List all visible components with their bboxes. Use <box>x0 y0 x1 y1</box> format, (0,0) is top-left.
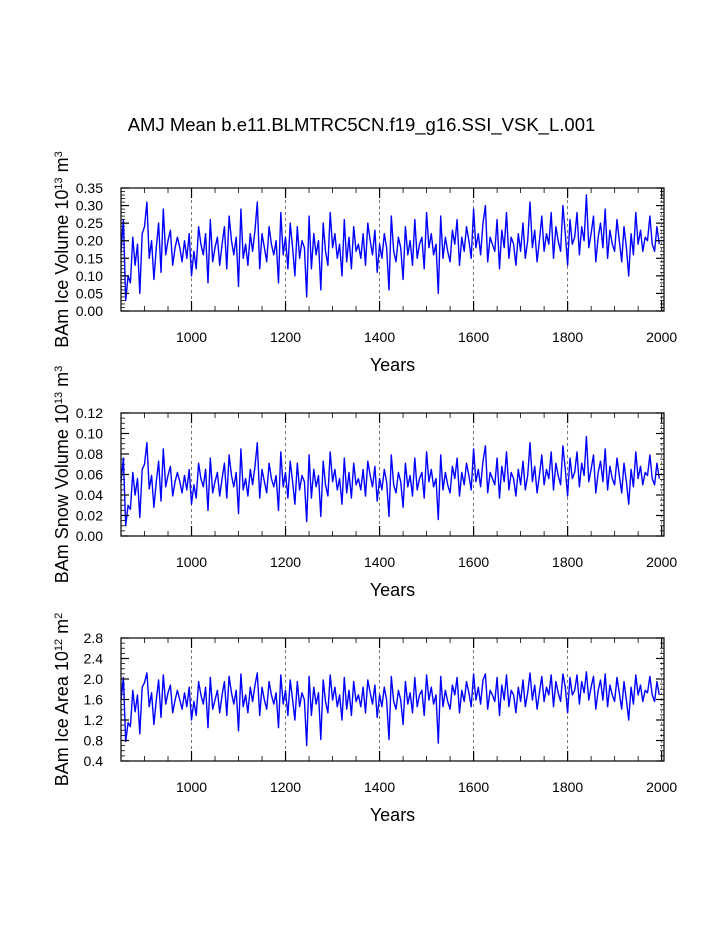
x-tick-label: 1400 <box>364 329 395 345</box>
y-tick-label: 0.08 <box>76 446 103 462</box>
x-tick-label: 1000 <box>176 779 207 795</box>
x-tick-label: 1800 <box>552 554 583 570</box>
y-axis-label-text: m <box>52 372 72 392</box>
x-tick-label: 2000 <box>646 329 677 345</box>
y-tick-label: 0.35 <box>76 180 103 196</box>
y-tick-label: 1.6 <box>84 692 104 708</box>
x-tick-label: 1600 <box>458 329 489 345</box>
x-tick-label: 1800 <box>552 779 583 795</box>
x-axis-label: Years <box>370 805 415 825</box>
chart-title: AMJ Mean b.e11.BLMTRC5CN.f19_g16.SSI_VSK… <box>127 114 596 135</box>
y-tick-label: 0.15 <box>76 250 103 266</box>
x-tick-label: 2000 <box>646 779 677 795</box>
x-axis-label: Years <box>370 580 415 600</box>
y-tick-label: 0.06 <box>76 467 103 483</box>
x-tick-label: 1400 <box>364 779 395 795</box>
y-tick-label: 2.8 <box>84 630 104 646</box>
y-tick-label: 0.4 <box>84 753 104 769</box>
y-axis-label: BAm Snow Volume 1013 m3 <box>52 366 72 583</box>
x-tick-label: 1000 <box>176 554 207 570</box>
x-tick-label: 1200 <box>270 329 301 345</box>
y-tick-label: 0.10 <box>76 426 103 442</box>
panel-2: 1000 1200 1400 1600 1800 2000 0.00 0.02 0.04 0.06… <box>52 366 677 600</box>
x-tick-label: 1200 <box>270 779 301 795</box>
panel-3: 1000 1200 1400 1600 1800 2000 0.4 0.8 1.2 1.6 2.0 2… <box>52 613 677 825</box>
series-line-1 <box>120 435 660 527</box>
y-axis-label-superscript: 12 <box>53 639 65 651</box>
x-tick-label: 2000 <box>646 554 677 570</box>
y-axis-label: BAm Ice Area 1012 m2 <box>52 613 72 786</box>
y-axis-label-superscript: 2 <box>53 613 65 619</box>
y-tick-label: 0.02 <box>76 508 103 524</box>
y-tick-label: 2.4 <box>84 651 104 667</box>
y-axis-label-text: BAm Snow Volume 10 <box>52 404 72 583</box>
y-axis-label-text: BAm Ice Volume 10 <box>52 190 72 348</box>
y-axis-label-superscript: 13 <box>53 392 65 404</box>
y-tick-label: 0.05 <box>76 285 103 301</box>
y-axis-label-superscript: 3 <box>53 151 65 157</box>
y-tick-label: 0.20 <box>76 233 103 249</box>
y-axis-label-text: m <box>52 619 72 639</box>
x-axis-label: Years <box>370 355 415 375</box>
x-tick-label: 1200 <box>270 554 301 570</box>
plot-frame <box>120 187 665 312</box>
x-tick-label: 1400 <box>364 554 395 570</box>
y-tick-label: 2.0 <box>84 671 104 687</box>
y-tick-label: 0.25 <box>76 215 103 231</box>
y-tick-label: 0.10 <box>76 268 103 284</box>
y-axis-label-text: BAm Ice Area 10 <box>52 651 72 786</box>
y-tick-label: 0.04 <box>76 487 103 503</box>
panel-1: 1000 1200 1400 1600 1800 2000 0.00 0.050.10 0.15… <box>52 151 677 375</box>
series-line-1 <box>120 671 660 747</box>
y-tick-label: 0.00 <box>76 303 103 319</box>
y-axis-label-superscript: 13 <box>53 177 65 189</box>
x-tick-label: 1600 <box>458 779 489 795</box>
y-tick-label: 1.2 <box>84 712 104 728</box>
y-tick-label: 0.30 <box>76 198 103 214</box>
y-tick-label: 0.12 <box>76 405 103 421</box>
y-axis-label: BAm Ice Volume 1013 m3 <box>52 151 72 347</box>
series-line-1 <box>120 194 660 302</box>
y-tick-label: 0.8 <box>84 733 104 749</box>
y-tick-label: 0.00 <box>76 528 103 544</box>
x-tick-label: 1600 <box>458 554 489 570</box>
y-axis-label-superscript: 3 <box>53 366 65 372</box>
x-tick-label: 1800 <box>552 329 583 345</box>
y-axis-label-text: m <box>52 157 72 177</box>
x-tick-label: 1000 <box>176 329 207 345</box>
